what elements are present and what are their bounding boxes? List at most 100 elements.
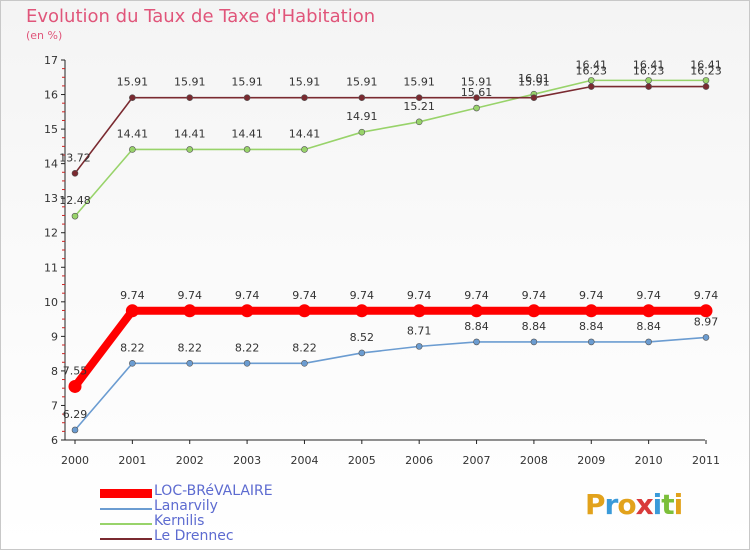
data-label: 16.01 bbox=[518, 72, 550, 85]
data-label: 9.74 bbox=[350, 289, 375, 302]
data-label: 15.91 bbox=[346, 76, 378, 89]
y-tick-label: 12 bbox=[44, 227, 58, 240]
data-label: 8.52 bbox=[350, 331, 375, 344]
logo-letter: i bbox=[673, 488, 684, 521]
data-label: 8.22 bbox=[235, 341, 260, 354]
data-label: 8.84 bbox=[464, 320, 489, 333]
data-label: 9.74 bbox=[292, 289, 317, 302]
data-label: 16.23 bbox=[576, 65, 608, 78]
data-point bbox=[358, 128, 366, 136]
chart-title: Evolution du Taux de Taxe d'Habitation bbox=[26, 6, 376, 27]
data-label: 9.74 bbox=[235, 289, 260, 302]
y-tick-label: 11 bbox=[44, 261, 58, 274]
data-label: 7.55 bbox=[63, 364, 88, 377]
y-tick-label: 7 bbox=[51, 399, 58, 412]
x-tick-label: 2007 bbox=[463, 454, 491, 467]
data-label: 15.21 bbox=[403, 100, 435, 113]
data-label: 8.71 bbox=[407, 324, 432, 337]
legend-swatch bbox=[100, 489, 152, 498]
data-point bbox=[642, 304, 656, 318]
logo-letter: P bbox=[585, 488, 606, 521]
data-point bbox=[530, 338, 538, 346]
data-point bbox=[530, 94, 538, 101]
data-label: 9.74 bbox=[694, 289, 719, 302]
data-label: 15.91 bbox=[174, 76, 206, 89]
data-point bbox=[587, 83, 595, 90]
data-label: 9.74 bbox=[522, 289, 547, 302]
legend-label: Kernilis bbox=[154, 513, 205, 529]
y-tick-label: 8 bbox=[51, 365, 58, 378]
data-point bbox=[71, 426, 79, 434]
series-line-0 bbox=[71, 306, 710, 391]
y-tick-label: 15 bbox=[44, 123, 58, 136]
data-label: 15.91 bbox=[518, 76, 550, 89]
data-label: 16.41 bbox=[690, 58, 722, 71]
x-tick-label: 2001 bbox=[118, 454, 146, 467]
data-label: 16.23 bbox=[690, 65, 722, 78]
legend-swatch bbox=[100, 523, 152, 525]
data-point bbox=[129, 94, 136, 101]
data-point bbox=[301, 360, 308, 367]
series-line-2 bbox=[74, 79, 707, 217]
data-point bbox=[297, 304, 311, 318]
data-label: 8.84 bbox=[522, 320, 547, 333]
data-label: 8.22 bbox=[292, 341, 317, 354]
y-tick-label: 13 bbox=[44, 192, 58, 205]
y-tick-label: 16 bbox=[44, 89, 58, 102]
data-label: 16.41 bbox=[576, 58, 608, 71]
data-point bbox=[699, 304, 713, 318]
data-point bbox=[473, 94, 480, 101]
data-point bbox=[129, 360, 136, 367]
y-tick-label: 14 bbox=[44, 158, 58, 171]
data-point bbox=[645, 83, 652, 90]
data-label: 15.91 bbox=[231, 76, 263, 89]
data-label: 15.91 bbox=[461, 76, 493, 89]
data-point bbox=[702, 83, 710, 90]
logo-letter: i bbox=[652, 488, 663, 521]
data-label: 16.41 bbox=[633, 58, 665, 71]
data-point bbox=[68, 379, 82, 393]
data-point bbox=[240, 304, 254, 318]
data-label: 14.41 bbox=[289, 127, 321, 140]
data-label: 9.74 bbox=[120, 289, 145, 302]
data-label: 14.41 bbox=[174, 127, 206, 140]
data-point bbox=[702, 77, 710, 84]
y-tick-label: 6 bbox=[51, 434, 58, 447]
data-point bbox=[473, 338, 480, 346]
x-tick-label: 2006 bbox=[405, 454, 433, 467]
legend-label: Le Drennec bbox=[154, 528, 234, 544]
data-label: 8.97 bbox=[694, 315, 719, 328]
legend-label: LOC-BRéVALAIRE bbox=[154, 483, 273, 499]
data-point bbox=[645, 77, 652, 84]
x-tick-label: 2003 bbox=[233, 454, 261, 467]
y-tick-label: 10 bbox=[44, 296, 58, 309]
data-point bbox=[183, 304, 197, 318]
data-point bbox=[587, 77, 595, 84]
series-line-3 bbox=[74, 85, 707, 175]
chart-unit: (en %) bbox=[26, 29, 63, 42]
x-tick-label: 2008 bbox=[520, 454, 548, 467]
data-point bbox=[71, 212, 79, 220]
data-label: 8.22 bbox=[177, 341, 202, 354]
data-label: 8.84 bbox=[636, 320, 661, 333]
y-tick-label: 9 bbox=[51, 330, 58, 343]
data-point bbox=[702, 334, 710, 341]
x-tick-label: 2010 bbox=[635, 454, 663, 467]
data-point bbox=[186, 360, 194, 367]
data-point bbox=[358, 349, 366, 357]
data-point bbox=[412, 304, 426, 318]
data-point bbox=[129, 146, 136, 153]
logo-letter: x bbox=[635, 488, 654, 521]
data-point bbox=[243, 146, 251, 153]
data-label: 14.41 bbox=[231, 127, 263, 140]
data-label: 16.23 bbox=[633, 65, 665, 78]
data-point bbox=[473, 104, 480, 112]
data-point bbox=[355, 304, 369, 318]
data-label: 15.61 bbox=[461, 86, 493, 99]
data-point bbox=[301, 94, 308, 101]
x-tick-label: 2000 bbox=[61, 454, 89, 467]
data-point bbox=[71, 170, 79, 177]
data-point bbox=[125, 304, 139, 318]
x-tick-label: 2011 bbox=[692, 454, 720, 467]
logo-letter: t bbox=[661, 488, 674, 521]
